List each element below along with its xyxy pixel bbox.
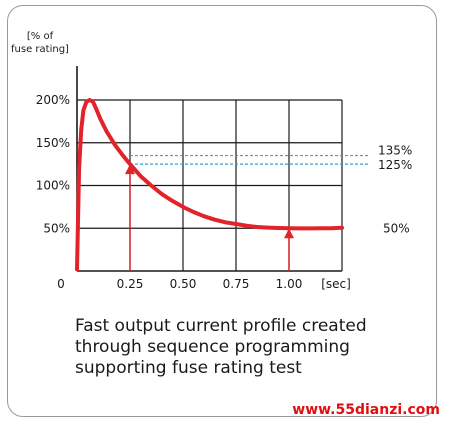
arrow-head [125, 164, 135, 175]
arrow-head [284, 228, 294, 239]
y-tick-label: 200% [36, 93, 70, 107]
y-tick-label: 100% [36, 179, 70, 193]
x-axis-unit: [sec] [321, 277, 351, 291]
x-tick-label: 0.25 [117, 277, 144, 291]
caption-line-2: through sequence programming [75, 337, 350, 357]
y-tick-label: 50% [43, 221, 70, 235]
caption-line-3: supporting fuse rating test [75, 358, 302, 378]
x-tick-label: 0.75 [223, 277, 250, 291]
y-axis-title: fuse rating] [11, 44, 69, 55]
x-tick-label: 0 [57, 277, 65, 291]
series-line [75, 98, 344, 272]
watermark: www.55dianzi.com [292, 402, 440, 418]
reference-label: 125% [378, 158, 412, 172]
y-tick-label: 150% [36, 136, 70, 150]
x-tick-label: 0.50 [170, 277, 197, 291]
reference-label: 135% [378, 144, 412, 158]
y-axis-title: [% of [27, 31, 54, 42]
chart-caption: Fast output current profile created thro… [75, 316, 415, 379]
side-label: 50% [383, 221, 410, 235]
caption-line-1: Fast output current profile created [75, 316, 367, 336]
x-tick-label: 1.00 [276, 277, 303, 291]
